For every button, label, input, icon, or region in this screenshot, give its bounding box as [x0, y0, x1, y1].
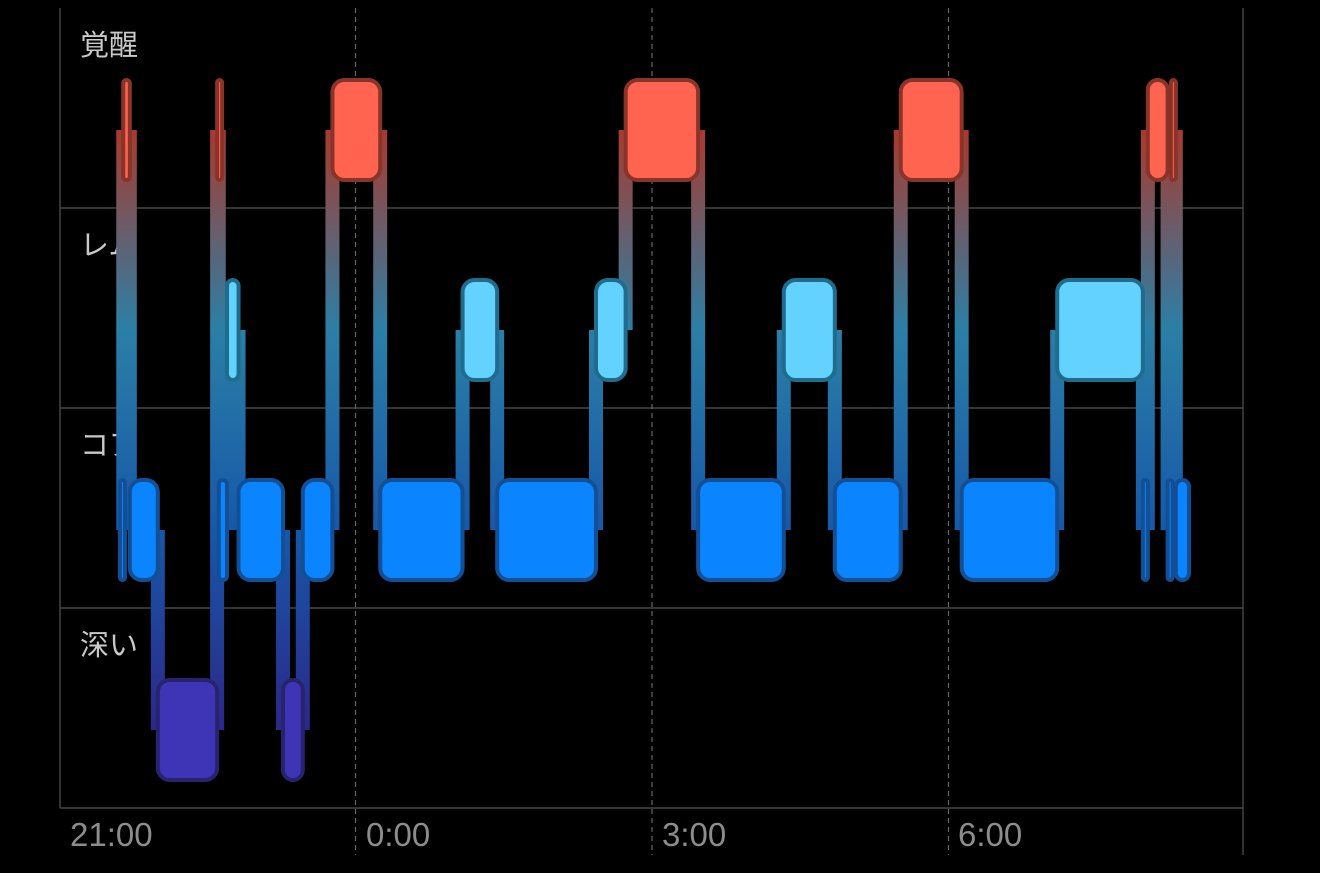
stage-segment-awake [623, 78, 701, 182]
tick-label: 0:00 [366, 816, 430, 853]
x-axis-ticks: 21:00 0:00 3:00 6:00 [70, 816, 1022, 853]
stage-segment-rem [225, 278, 241, 382]
stage-transition [122, 130, 137, 530]
stage-transition [490, 330, 505, 530]
stage-blocks [117, 78, 1191, 782]
stage-segment-core [959, 478, 1060, 582]
stage-segment-core [832, 478, 903, 582]
stage-segment-awake [215, 78, 225, 182]
stage-transition [893, 130, 908, 530]
stage-segment-rem [1055, 278, 1145, 382]
stage-segment-core [696, 478, 786, 582]
stage-transition [827, 330, 842, 530]
stage-segment-core [495, 478, 598, 582]
tick-label: 21:00 [70, 816, 153, 853]
stage-transition [455, 330, 470, 530]
stage-transition [1050, 330, 1065, 530]
stage-transition [325, 130, 340, 530]
stage-transition [1168, 130, 1183, 530]
stage-segment-rem [460, 278, 500, 382]
stage-segment-core [1140, 478, 1150, 582]
stage-segment-core [1173, 478, 1191, 582]
stage-segment-core [236, 478, 286, 582]
stage-segment-core [378, 478, 465, 582]
stage-segment-deep [155, 678, 220, 782]
stage-segment-deep [281, 678, 305, 782]
stage-connectors [116, 130, 1183, 730]
stage-segment-awake [1145, 78, 1170, 182]
stage-segment-awake [898, 78, 964, 182]
stage-segment-rem [593, 278, 628, 382]
stage-segment-core [216, 478, 230, 582]
tick-label: 6:00 [958, 816, 1022, 853]
stage-segment-awake [1168, 78, 1178, 182]
stage-transition [150, 530, 165, 730]
stage-label-awake: 覚醒 [80, 28, 138, 62]
grid-lines [59, 8, 1244, 855]
stage-segment-awake [330, 78, 383, 182]
stage-segment-core [117, 478, 127, 582]
stage-transition [691, 130, 706, 530]
stage-transition [1140, 130, 1155, 530]
stage-transition [776, 330, 791, 530]
stage-transition [373, 130, 388, 530]
stage-label-deep: 深い [80, 628, 138, 662]
tick-label: 3:00 [662, 816, 726, 853]
stage-segment-core [1165, 478, 1175, 582]
stage-transition [954, 130, 969, 530]
stage-segment-awake [121, 78, 132, 182]
stage-segment-rem [781, 278, 837, 382]
stage-transition [618, 130, 633, 330]
stage-segment-core [127, 478, 160, 582]
stage-segment-core [300, 478, 335, 582]
stage-transition [588, 330, 603, 530]
